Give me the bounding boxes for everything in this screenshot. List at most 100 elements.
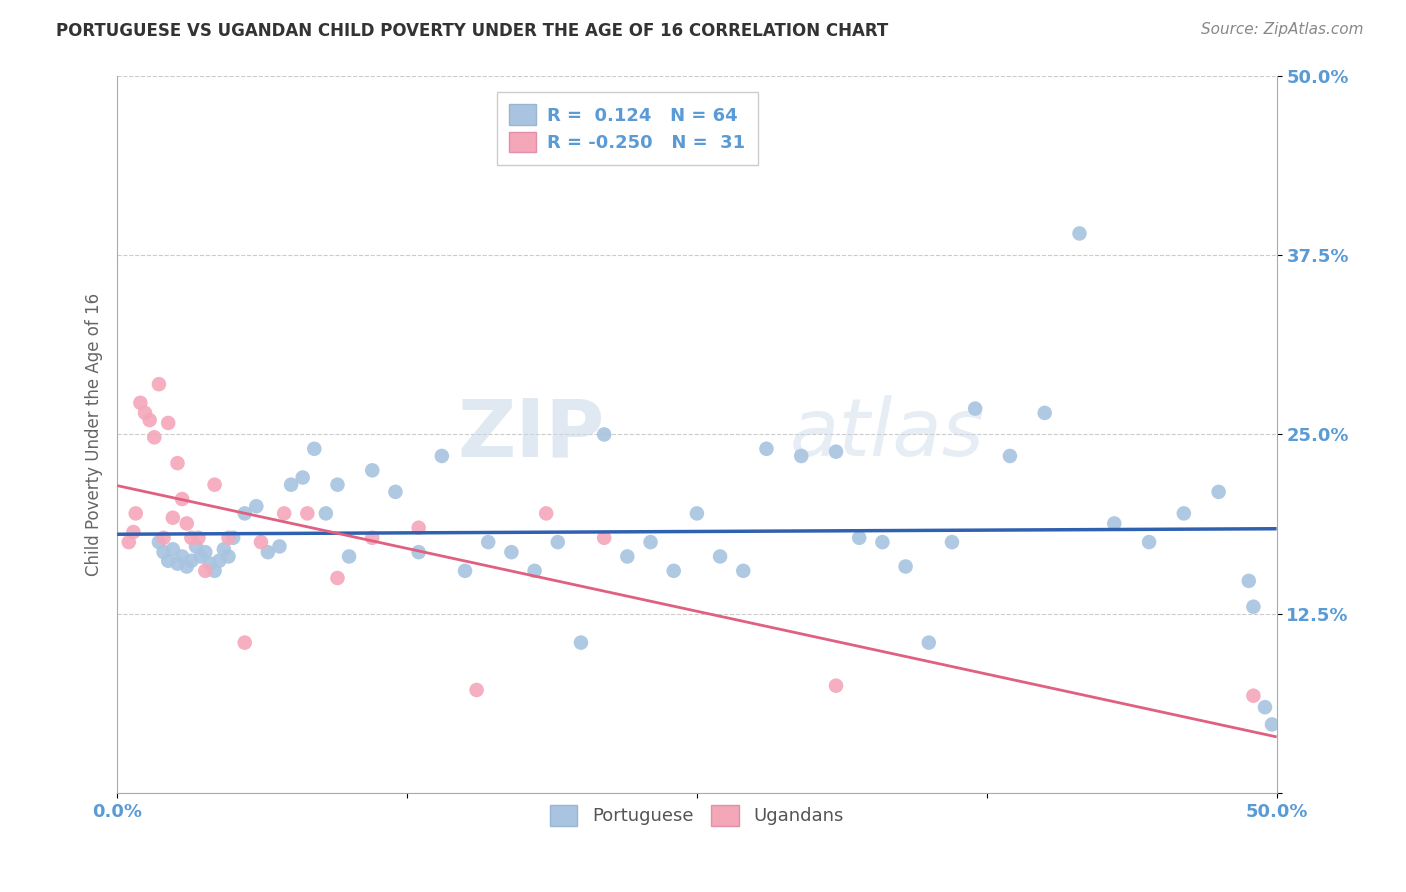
Point (257, 545, 280, 559)
Point (273, 507, 295, 521)
Point (1237, 574, 1260, 588)
Point (162, 542, 184, 557)
Point (547, 535, 569, 549)
Point (245, 500, 267, 514)
Point (304, 442, 326, 456)
Point (176, 559, 198, 574)
Point (337, 549, 360, 564)
Point (523, 564, 546, 578)
Point (233, 507, 256, 521)
Point (965, 401, 987, 416)
Point (162, 510, 184, 524)
Point (534, 507, 557, 521)
Point (218, 549, 240, 564)
Point (184, 540, 207, 554)
Point (408, 545, 430, 559)
Point (172, 549, 194, 564)
Point (1208, 484, 1230, 499)
Point (250, 535, 273, 549)
Point (733, 564, 755, 578)
Point (233, 635, 256, 649)
Point (172, 491, 194, 506)
Text: PORTUGUESE VS UGANDAN CHILD POVERTY UNDER THE AGE OF 16 CORRELATION CHART: PORTUGUESE VS UGANDAN CHILD POVERTY UNDE… (56, 22, 889, 40)
Point (297, 507, 319, 521)
Point (1261, 717, 1284, 731)
Point (129, 396, 152, 410)
Point (790, 449, 813, 463)
Point (269, 540, 291, 554)
Point (894, 559, 917, 574)
Point (593, 427, 616, 442)
Point (501, 545, 523, 559)
Point (593, 531, 616, 545)
Point (180, 554, 202, 568)
Point (1137, 535, 1160, 549)
Point (1241, 689, 1264, 703)
Point (384, 484, 406, 499)
Point (686, 507, 709, 521)
Point (157, 554, 180, 568)
Point (326, 477, 349, 491)
Point (152, 545, 174, 559)
Point (640, 535, 662, 549)
Point (204, 477, 226, 491)
Point (157, 416, 180, 430)
Point (118, 535, 141, 549)
Point (148, 377, 170, 392)
Point (187, 531, 209, 545)
Point (430, 449, 453, 463)
Point (1254, 700, 1277, 714)
Point (166, 557, 188, 571)
Point (280, 477, 302, 491)
Point (138, 413, 160, 427)
Point (998, 449, 1021, 463)
Point (176, 516, 198, 531)
Point (1173, 507, 1195, 521)
Point (361, 531, 384, 545)
Point (222, 531, 245, 545)
Point (709, 549, 731, 564)
Point (315, 507, 337, 521)
Text: Source: ZipAtlas.com: Source: ZipAtlas.com (1201, 22, 1364, 37)
Point (1104, 516, 1126, 531)
Text: atlas: atlas (790, 395, 984, 474)
Point (872, 535, 894, 549)
Point (180, 531, 202, 545)
Point (465, 683, 488, 698)
Point (918, 635, 941, 649)
Legend: Portuguese, Ugandans: Portuguese, Ugandans (541, 796, 852, 835)
Point (194, 545, 217, 559)
Point (941, 535, 963, 549)
Point (454, 564, 477, 578)
Point (194, 564, 217, 578)
Text: ZIP: ZIP (457, 395, 605, 474)
Point (166, 456, 188, 470)
Point (662, 564, 685, 578)
Point (122, 524, 145, 539)
Point (134, 406, 156, 420)
Point (212, 542, 235, 557)
Point (616, 549, 638, 564)
Point (148, 535, 170, 549)
Point (152, 531, 174, 545)
Point (825, 444, 848, 458)
Point (143, 430, 166, 444)
Point (477, 535, 499, 549)
Y-axis label: Child Poverty Under the Age of 16: Child Poverty Under the Age of 16 (86, 293, 103, 576)
Point (1033, 406, 1056, 420)
Point (218, 531, 240, 545)
Point (190, 549, 212, 564)
Point (1069, 227, 1091, 241)
Point (198, 557, 221, 571)
Point (1241, 599, 1264, 614)
Point (208, 554, 231, 568)
Point (204, 564, 226, 578)
Point (825, 679, 848, 693)
Point (755, 442, 778, 456)
Point (361, 463, 384, 477)
Point (291, 470, 314, 484)
Point (848, 531, 870, 545)
Point (326, 571, 349, 585)
Point (408, 521, 430, 535)
Point (569, 635, 592, 649)
